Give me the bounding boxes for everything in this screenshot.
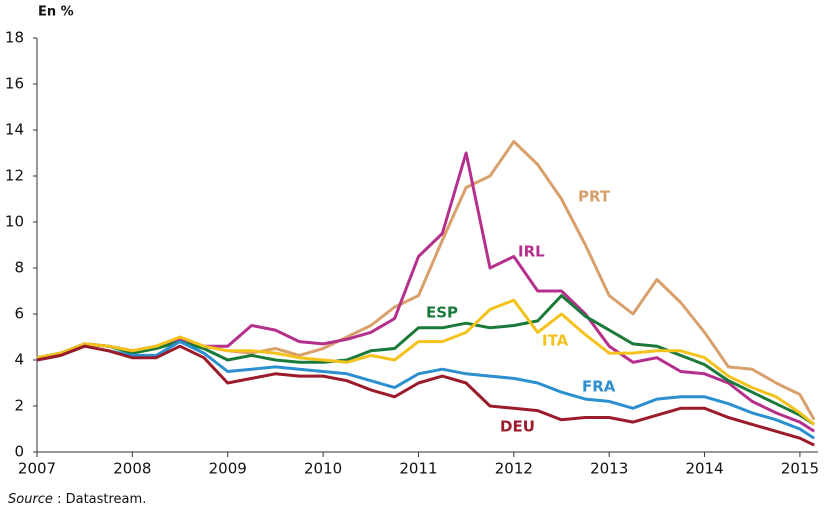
x-tick-label: 2014	[685, 460, 723, 478]
y-axis-label: En %	[38, 5, 74, 20]
y-tick-label: 4	[14, 351, 24, 369]
series-label: ESP	[426, 304, 458, 322]
series-line	[36, 298, 816, 426]
y-tick-label: 10	[5, 213, 24, 231]
series-line	[36, 294, 816, 426]
y-tick-label: 2	[14, 397, 24, 415]
series-label: ITA	[542, 332, 569, 350]
y-tick-label: 18	[5, 29, 24, 47]
source-label: Source	[8, 492, 53, 507]
y-tick-label: 12	[5, 167, 24, 185]
y-tick-label: 8	[14, 259, 24, 277]
series-label: FRA	[582, 378, 616, 396]
series-label: PRT	[578, 188, 611, 206]
x-tick-label: 2015	[781, 460, 819, 478]
x-tick-label: 2011	[399, 460, 437, 478]
series-line	[36, 151, 816, 433]
y-tick-label: 6	[14, 305, 24, 323]
x-tick-label: 2009	[209, 460, 247, 478]
x-tick-label: 2007	[18, 460, 56, 478]
y-tick-label: 0	[14, 443, 24, 461]
series-line	[36, 340, 816, 440]
x-tick-label: 2012	[495, 460, 533, 478]
series-label: IRL	[518, 243, 545, 261]
source-text: : Datastream.	[57, 492, 146, 507]
source-note: Source : Datastream.	[8, 492, 146, 507]
x-tick-label: 2008	[113, 460, 151, 478]
y-tick-label: 16	[5, 75, 24, 93]
x-tick-label: 2010	[304, 460, 342, 478]
series-label: DEU	[500, 418, 535, 436]
series-line	[36, 344, 815, 447]
series-line	[36, 140, 816, 421]
y-tick-label: 14	[5, 121, 24, 139]
x-tick-label: 2013	[590, 460, 628, 478]
